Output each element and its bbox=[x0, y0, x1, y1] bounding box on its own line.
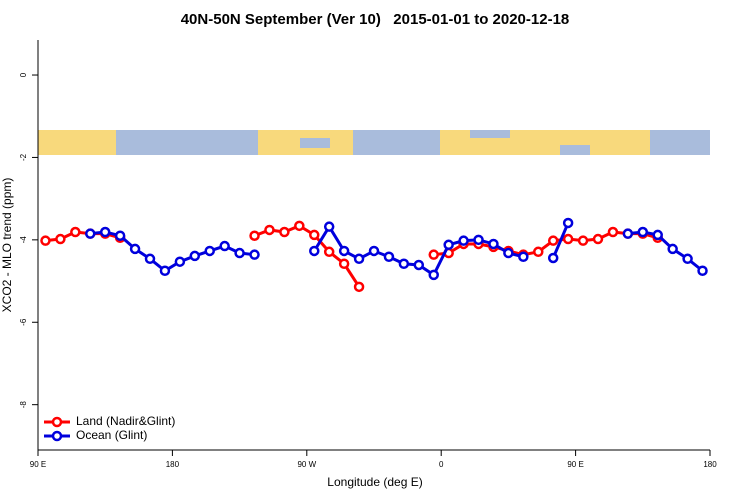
point bbox=[488, 238, 499, 250]
point bbox=[503, 247, 514, 259]
point bbox=[398, 258, 410, 269]
x-tick-label: 0 bbox=[439, 460, 444, 469]
point bbox=[234, 247, 245, 259]
point bbox=[518, 251, 529, 262]
point bbox=[219, 240, 230, 252]
point bbox=[309, 229, 320, 241]
y-tick-label: 0 bbox=[19, 72, 28, 77]
x-tick-label: 90 W bbox=[297, 460, 316, 469]
point bbox=[189, 250, 201, 262]
point bbox=[562, 233, 574, 245]
point bbox=[682, 253, 693, 265]
point bbox=[40, 235, 51, 246]
point bbox=[473, 234, 484, 246]
point bbox=[622, 228, 634, 239]
point bbox=[533, 246, 544, 258]
point bbox=[667, 243, 678, 255]
point bbox=[114, 230, 126, 241]
point bbox=[264, 224, 275, 236]
point bbox=[413, 259, 425, 271]
x-tick-label: 180 bbox=[703, 460, 717, 469]
point bbox=[144, 253, 156, 265]
point bbox=[368, 245, 380, 257]
chart-title: 40N-50N September (Ver 10) 2015-01-01 to… bbox=[181, 11, 570, 28]
point bbox=[428, 249, 439, 260]
point bbox=[85, 228, 96, 239]
point bbox=[249, 249, 260, 260]
point bbox=[637, 226, 649, 238]
point bbox=[607, 226, 619, 238]
y-tick-label: -2 bbox=[19, 153, 28, 161]
point bbox=[294, 220, 305, 232]
legend-label: Land (Nadir&Glint) bbox=[76, 414, 175, 428]
y-tick-label: -6 bbox=[19, 318, 28, 326]
point bbox=[204, 245, 215, 257]
legend-marker bbox=[51, 416, 63, 428]
point bbox=[577, 235, 589, 246]
point bbox=[55, 233, 66, 245]
y-tick-label: -8 bbox=[19, 401, 28, 409]
point bbox=[443, 239, 454, 251]
point bbox=[323, 246, 335, 258]
point bbox=[70, 226, 81, 238]
point bbox=[652, 229, 663, 241]
map-strip bbox=[38, 130, 710, 155]
y-tick-label: -4 bbox=[19, 236, 28, 244]
point bbox=[547, 235, 559, 246]
point bbox=[159, 265, 171, 277]
point bbox=[547, 252, 559, 264]
point bbox=[338, 258, 350, 269]
point bbox=[592, 233, 604, 245]
x-tick-label: 90 E bbox=[30, 460, 46, 469]
point bbox=[249, 230, 260, 241]
point bbox=[174, 256, 186, 267]
point bbox=[353, 253, 365, 265]
point bbox=[458, 235, 469, 246]
point bbox=[323, 221, 335, 232]
point bbox=[383, 251, 395, 262]
point bbox=[338, 245, 350, 257]
point bbox=[99, 226, 111, 238]
legend-label: Ocean (Glint) bbox=[76, 428, 147, 442]
x-tick-label: 90 E bbox=[567, 460, 583, 469]
x-tick-label: 180 bbox=[166, 460, 180, 469]
point bbox=[279, 226, 290, 238]
x-axis-label: Longitude (deg E) bbox=[327, 475, 422, 489]
point bbox=[562, 217, 574, 229]
point bbox=[697, 265, 708, 277]
y-axis-label: XCO2 - MLO trend (ppm) bbox=[0, 178, 14, 313]
point bbox=[428, 269, 439, 281]
legend-marker bbox=[51, 430, 63, 442]
point bbox=[309, 245, 320, 257]
point bbox=[129, 243, 141, 255]
point bbox=[353, 281, 365, 293]
